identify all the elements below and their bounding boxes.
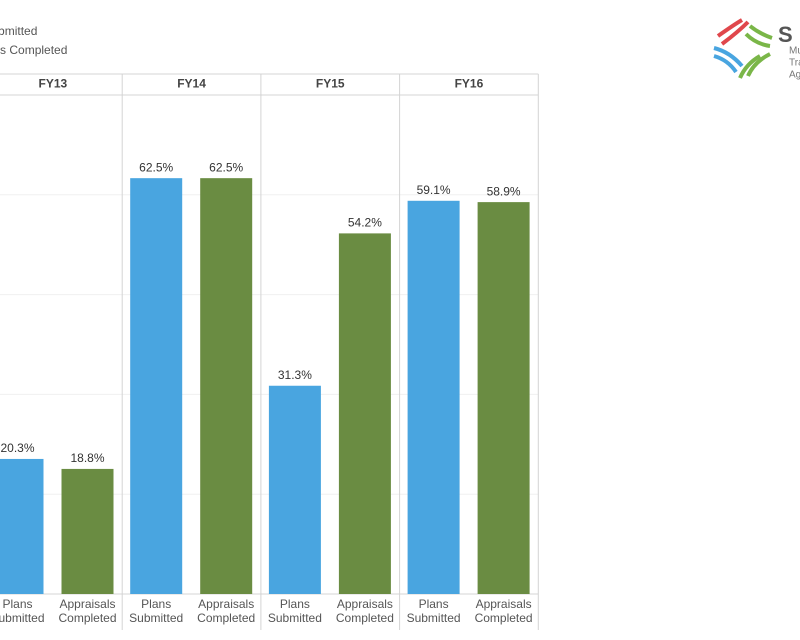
- value-label: 20.3%: [0, 441, 34, 455]
- bar: [338, 233, 391, 594]
- logo-text: Tra: [789, 58, 800, 69]
- logo-stripe: [720, 20, 750, 46]
- x-tick-label: Appraisals Completed: [474, 597, 533, 625]
- panel-header: FY14: [177, 77, 206, 91]
- bar: [268, 385, 321, 594]
- bar: [130, 178, 183, 594]
- logo-stripe: [713, 54, 738, 74]
- logo-stripe: [713, 46, 744, 68]
- x-tick-label: Appraisals Completed: [58, 597, 117, 625]
- x-tick-label: Plans Submitted: [267, 597, 322, 625]
- value-label: 62.5%: [139, 160, 173, 174]
- value-label: 18.8%: [70, 451, 104, 465]
- logo-stripe: [746, 52, 771, 77]
- x-tick-label: Plans Submitted: [0, 597, 45, 625]
- logo-stripe: [748, 24, 773, 40]
- value-label: 54.2%: [348, 216, 382, 230]
- panel-header: FY13: [39, 77, 68, 91]
- value-label: 62.5%: [209, 160, 243, 174]
- bar: [200, 178, 253, 594]
- value-label: 31.3%: [278, 368, 312, 382]
- logo-initial: S: [778, 22, 793, 47]
- logo: S Mu Tra Ag: [713, 18, 800, 81]
- x-tick-label: Plans Submitted: [406, 597, 461, 625]
- logo-text: Ag: [789, 70, 800, 81]
- logo-stripe: [716, 18, 744, 38]
- bar: [0, 458, 44, 594]
- x-tick-label: Appraisals Completed: [197, 597, 256, 625]
- logo-stripe: [744, 32, 771, 48]
- bar: [61, 468, 114, 594]
- bar: [477, 202, 530, 595]
- value-label: 58.9%: [487, 184, 521, 198]
- legend-label: Appraisals Completed: [0, 43, 67, 57]
- value-label: 59.1%: [417, 183, 451, 197]
- x-tick-label: Plans Submitted: [129, 597, 184, 625]
- logo-stripe: [738, 54, 762, 79]
- legend-label: Plans Submitted: [0, 24, 37, 38]
- bar: [407, 200, 460, 594]
- x-tick-label: Appraisals Completed: [335, 597, 394, 625]
- panel-header: FY15: [316, 77, 345, 91]
- logo-text: Mu: [789, 46, 800, 57]
- panel-header: FY16: [455, 77, 484, 91]
